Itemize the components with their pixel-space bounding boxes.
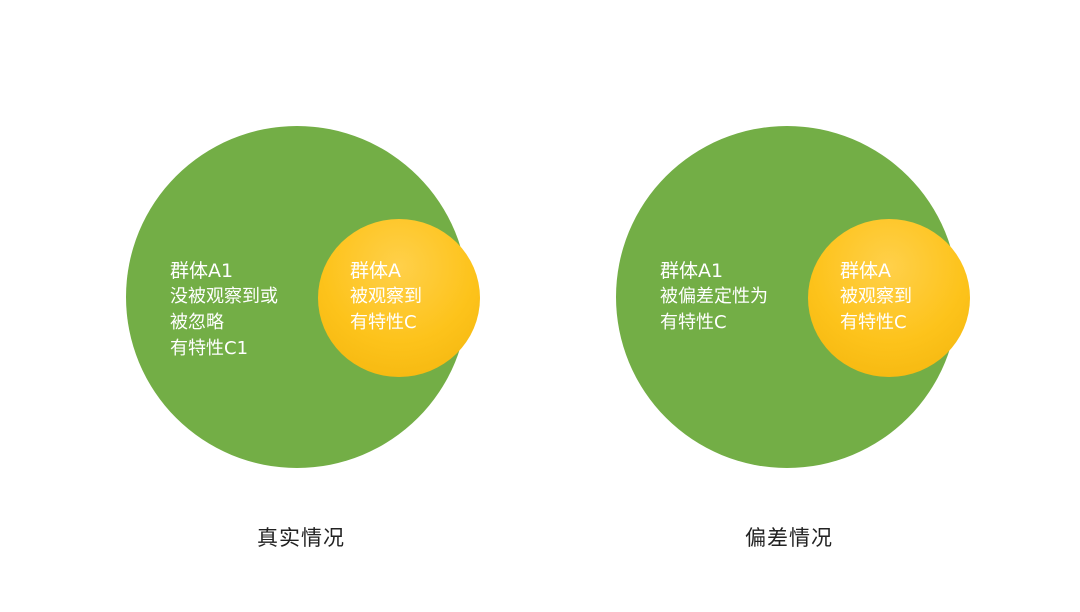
caption-real: 真实情况 <box>257 526 345 550</box>
outer-group-title: 群体A1 <box>660 260 724 282</box>
inner-group-label-biased: 群体A 被观察到 有特性C <box>840 258 912 336</box>
outer-group-desc-line: 有特性C <box>660 312 727 333</box>
outer-group-desc-line: 有特性C1 <box>170 338 249 359</box>
inner-group-title: 群体A <box>840 260 891 282</box>
inner-group-desc-line: 有特性C <box>350 312 417 333</box>
inner-group-circle-biased <box>808 219 970 377</box>
outer-group-desc-line: 没被观察到或 <box>170 286 278 307</box>
outer-group-desc-line: 被忽略 <box>170 312 224 333</box>
inner-group-title: 群体A <box>350 260 401 282</box>
outer-group-label-biased: 群体A1 被偏差定性为 有特性C <box>660 258 768 336</box>
caption-biased: 偏差情况 <box>745 526 833 550</box>
inner-group-desc-line: 有特性C <box>840 312 907 333</box>
outer-group-title: 群体A1 <box>170 260 234 282</box>
inner-group-circle-real <box>318 219 480 377</box>
inner-group-desc-line: 被观察到 <box>840 286 912 307</box>
outer-group-desc-line: 被偏差定性为 <box>660 286 768 307</box>
inner-group-desc-line: 被观察到 <box>350 286 422 307</box>
inner-group-label-real: 群体A 被观察到 有特性C <box>350 258 422 336</box>
outer-group-label-real: 群体A1 没被观察到或 被忽略 有特性C1 <box>170 258 278 362</box>
